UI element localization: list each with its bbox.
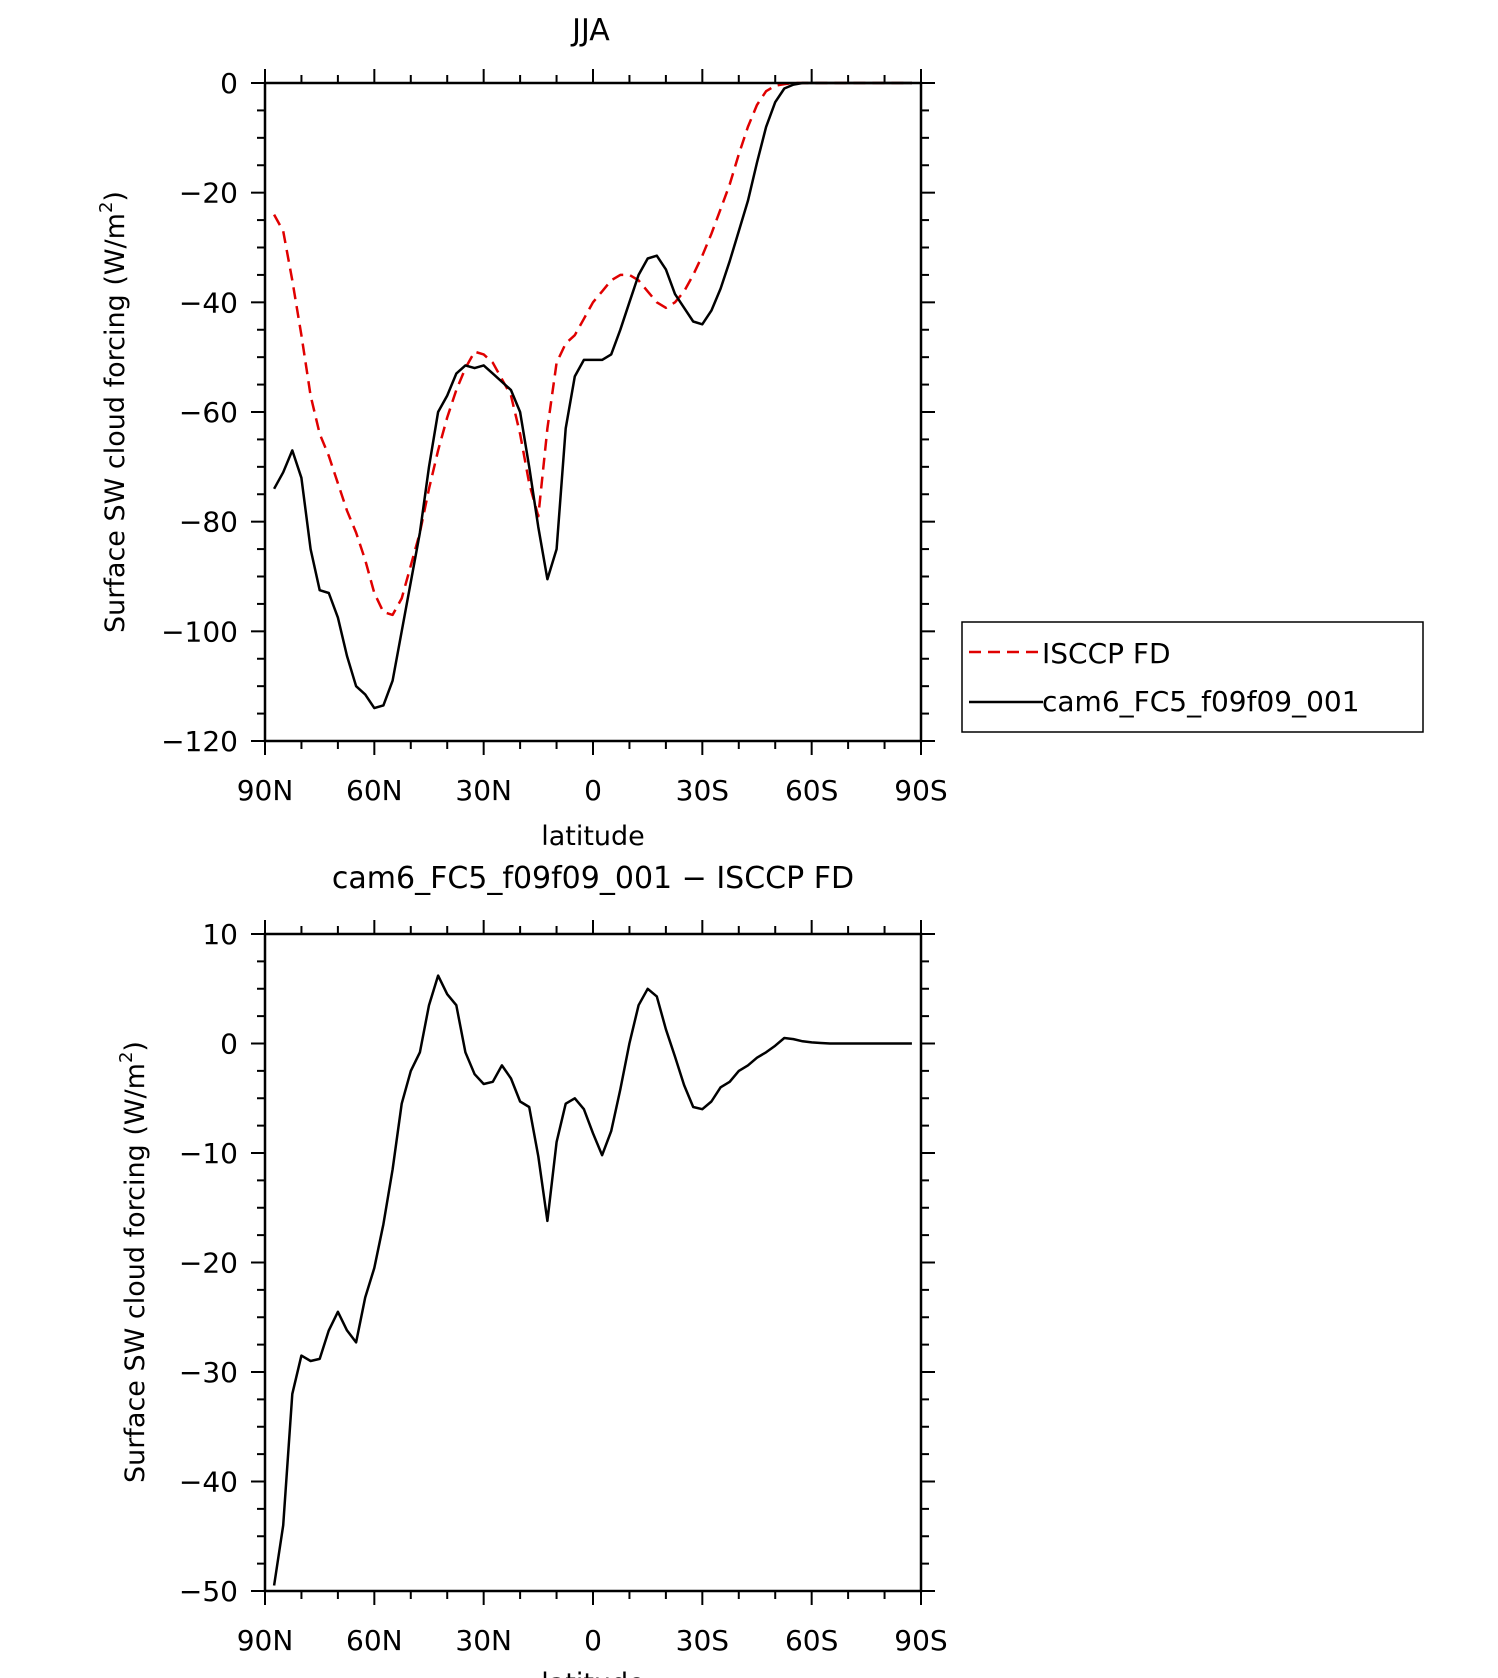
bottom-chart-y-axis-label: Surface SW cloud forcing (W/m2) xyxy=(116,1041,151,1483)
x-tick-label: 30N xyxy=(455,1624,512,1657)
top-chart-plot-frame xyxy=(263,81,923,743)
top-chart-x-axis-label: latitude xyxy=(541,821,645,852)
x-tick-label: 30S xyxy=(676,1624,729,1657)
x-tick-label: 60N xyxy=(346,774,403,807)
series-line-difference xyxy=(272,974,912,1586)
legend-box xyxy=(961,621,1424,733)
y-tick-label: 0 xyxy=(220,67,238,100)
x-tick-label: 90N xyxy=(237,1624,294,1657)
bottom-chart-x-tick-labels: 90N 60N 30N 0 30S 60S 90S xyxy=(237,1624,948,1657)
x-tick-label: 90N xyxy=(237,774,294,807)
bottom-chart-plot-frame xyxy=(263,932,923,1593)
y-tick-label: 0 xyxy=(220,1028,238,1061)
top-chart-y-axis-label-text: Surface SW cloud forcing (W/m xyxy=(100,213,131,633)
y-tick-label: 10 xyxy=(202,918,238,951)
y-tick-label: −40 xyxy=(179,286,238,319)
bottom-chart-series xyxy=(272,974,912,1586)
x-tick-label: 0 xyxy=(584,1624,602,1657)
top-chart-y-axis-label: Surface SW cloud forcing (W/m2) xyxy=(96,191,131,633)
x-tick-label: 60S xyxy=(785,774,838,807)
legend-label-cam6: cam6_FC5_f09f09_001 xyxy=(1042,685,1360,718)
y-tick-label: −80 xyxy=(179,506,238,539)
top-chart-y-axis-label-close: ) xyxy=(100,191,131,202)
top-chart-ticks xyxy=(251,69,935,755)
y-tick-label: −20 xyxy=(179,177,238,210)
bottom-chart-y-axis-label-sup: 2 xyxy=(116,1052,137,1063)
bottom-chart-title: cam6_FC5_f09f09_001 − ISCCP FD xyxy=(332,861,854,896)
bottom-chart-ticks xyxy=(251,920,935,1605)
x-tick-label: 90S xyxy=(894,774,947,807)
series-line-cam6-fc5-f09f09-001 xyxy=(273,81,912,710)
legend-label-isccp: ISCCP FD xyxy=(1042,637,1171,670)
bottom-chart-y-axis-label-text: Surface SW cloud forcing (W/m xyxy=(120,1063,151,1483)
top-chart-title: JJA xyxy=(570,13,610,48)
y-tick-label: −20 xyxy=(179,1247,238,1280)
bottom-chart-x-axis-label: latitude xyxy=(541,1668,645,1678)
y-tick-label: −40 xyxy=(179,1466,238,1499)
series-line-isccp-fd xyxy=(273,81,912,617)
top-chart-panel: JJA 0 −20 −40 −60 −80 −100 −120 90N 60N 30N 0 30S 6… xyxy=(96,13,1424,852)
top-chart-y-tick-labels: 0 −20 −40 −60 −80 −100 −120 xyxy=(161,67,238,758)
x-tick-label: 0 xyxy=(584,774,602,807)
bottom-chart-y-axis-label-close: ) xyxy=(120,1041,151,1052)
top-chart-x-tick-labels: 90N 60N 30N 0 30S 60S 90S xyxy=(237,774,948,807)
bottom-chart-y-tick-labels: 10 0 −10 −20 −30 −40 −50 xyxy=(179,918,238,1608)
y-tick-label: −10 xyxy=(179,1137,238,1170)
bottom-chart-panel: cam6_FC5_f09f09_001 − ISCCP FD 10 0 −10 −20… xyxy=(116,861,948,1678)
y-tick-label: −120 xyxy=(161,725,238,758)
top-chart-y-axis-label-sup: 2 xyxy=(96,202,117,213)
y-tick-label: −30 xyxy=(179,1356,238,1389)
y-tick-label: −50 xyxy=(179,1575,238,1608)
top-chart-series xyxy=(273,81,912,710)
x-tick-label: 90S xyxy=(894,1624,947,1657)
x-tick-label: 60N xyxy=(346,1624,403,1657)
x-tick-label: 60S xyxy=(785,1624,838,1657)
y-tick-label: −60 xyxy=(179,396,238,429)
legend: ISCCP FD cam6_FC5_f09f09_001 xyxy=(961,621,1424,733)
y-tick-label: −100 xyxy=(161,615,238,648)
x-tick-label: 30N xyxy=(455,774,512,807)
x-tick-label: 30S xyxy=(676,774,729,807)
